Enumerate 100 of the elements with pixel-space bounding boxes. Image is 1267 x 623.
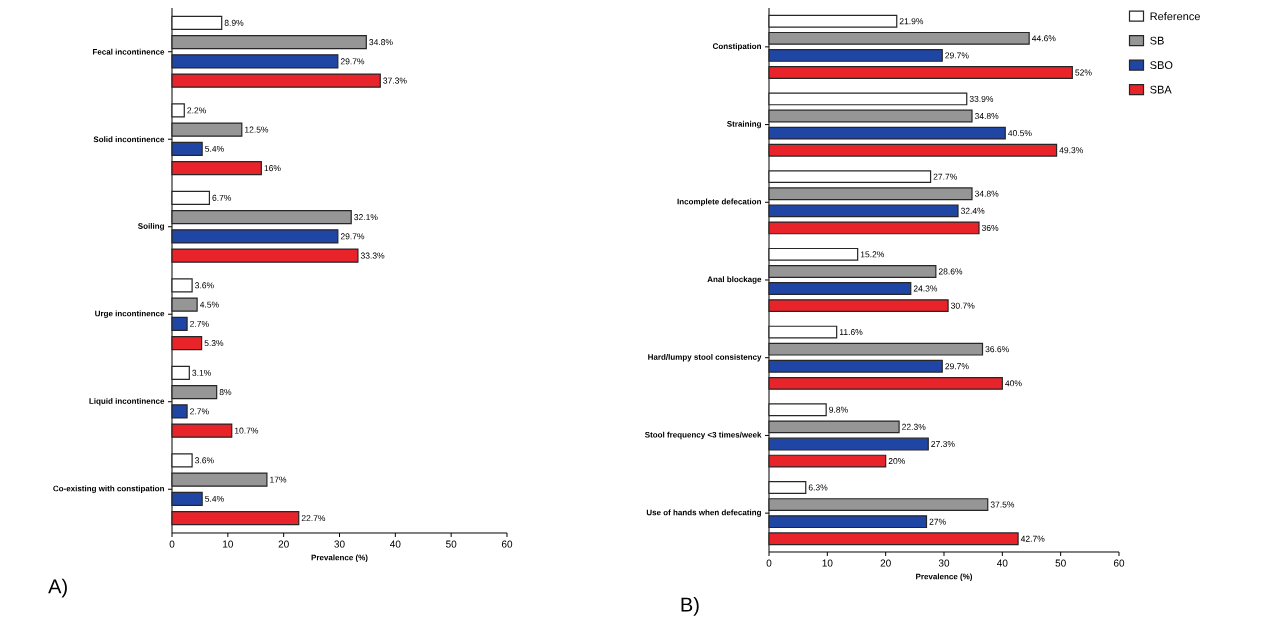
legend-label: SBO bbox=[1150, 61, 1173, 70]
x-tick-label: 0 bbox=[766, 559, 772, 567]
data-label: 32.1% bbox=[354, 214, 378, 221]
bar bbox=[768, 48, 943, 62]
bar bbox=[768, 515, 928, 529]
y-tick-label: Urge incontinence bbox=[95, 310, 165, 318]
bar bbox=[171, 510, 300, 526]
bar bbox=[171, 248, 359, 263]
data-label: 29.7% bbox=[945, 52, 969, 59]
y-tick-label: Use of hands when defecating bbox=[646, 509, 761, 517]
data-label: 29.7% bbox=[945, 363, 969, 370]
bar bbox=[171, 423, 233, 438]
data-label: 52% bbox=[1075, 69, 1092, 76]
legend-label: SBA bbox=[1150, 85, 1172, 94]
data-label: 28.6% bbox=[938, 268, 963, 275]
bar bbox=[171, 122, 243, 137]
bar bbox=[768, 403, 827, 417]
data-label: 8.9% bbox=[224, 19, 244, 26]
data-label: 40.5% bbox=[1008, 130, 1032, 137]
x-tick-label: 50 bbox=[1055, 559, 1066, 567]
y-tick-label: Constipation bbox=[712, 43, 761, 51]
bar bbox=[768, 282, 912, 295]
bar bbox=[171, 73, 381, 88]
data-label: 5.4% bbox=[205, 495, 224, 502]
bar bbox=[768, 325, 838, 339]
data-label: 36.6% bbox=[985, 346, 1009, 353]
data-label: 6.3% bbox=[808, 484, 828, 491]
y-tick-label: Liquid incontinence bbox=[89, 398, 165, 406]
data-label: 21.9% bbox=[899, 18, 924, 25]
data-label: 33.3% bbox=[360, 252, 385, 259]
x-tick-label: 50 bbox=[446, 540, 457, 548]
data-label: 20% bbox=[888, 458, 905, 465]
data-label: 22.7% bbox=[301, 515, 326, 522]
data-label: 27.7% bbox=[933, 173, 957, 180]
data-label: 34.8% bbox=[369, 39, 393, 46]
bar bbox=[768, 221, 980, 235]
bar bbox=[171, 34, 367, 50]
bar bbox=[768, 454, 887, 468]
bar bbox=[768, 204, 959, 218]
bar bbox=[768, 247, 859, 261]
data-label: 3.6% bbox=[195, 282, 214, 289]
bar bbox=[171, 453, 193, 468]
bar bbox=[768, 437, 929, 451]
bar bbox=[171, 297, 198, 312]
bar bbox=[171, 278, 193, 293]
bar bbox=[768, 481, 807, 494]
data-label: 9.8% bbox=[829, 406, 848, 413]
data-label: 11.6% bbox=[839, 329, 863, 336]
data-label: 3.1% bbox=[192, 369, 211, 376]
bar bbox=[768, 532, 1019, 546]
bar bbox=[171, 15, 223, 31]
data-label: 16% bbox=[264, 165, 281, 172]
data-label: 17% bbox=[270, 476, 287, 483]
legend-label: Reference bbox=[1150, 12, 1200, 21]
data-label: 37.3% bbox=[383, 77, 407, 84]
bar bbox=[171, 365, 190, 381]
y-tick-label: Fecal incontinence bbox=[92, 48, 165, 55]
x-tick-label: 20 bbox=[278, 540, 289, 548]
bar bbox=[768, 420, 900, 434]
data-label: 29.7% bbox=[340, 233, 365, 240]
bar bbox=[768, 376, 1003, 390]
data-label: 24.3% bbox=[913, 285, 938, 292]
data-label: 5.4% bbox=[205, 145, 224, 152]
text: A) bbox=[48, 578, 67, 598]
data-label: 2.7% bbox=[190, 320, 209, 327]
y-tick-label: Co-existing with constipation bbox=[53, 485, 164, 493]
data-label: 5.3% bbox=[204, 340, 224, 347]
data-label: 40% bbox=[1005, 380, 1022, 387]
bar bbox=[171, 190, 211, 206]
bar bbox=[171, 229, 339, 244]
data-label: 29.7% bbox=[340, 58, 365, 65]
bar bbox=[768, 126, 1006, 140]
x-tick-label: 30 bbox=[938, 559, 950, 567]
bar bbox=[171, 141, 203, 157]
bar bbox=[768, 31, 1030, 45]
data-label: 32.4% bbox=[960, 207, 985, 214]
bar bbox=[171, 384, 218, 400]
bar bbox=[171, 491, 203, 507]
data-label: 8% bbox=[219, 389, 232, 396]
x-tick-label: 40 bbox=[997, 559, 1008, 567]
x-tick-label: 30 bbox=[334, 540, 345, 548]
data-label: 6.7% bbox=[212, 194, 232, 201]
data-label: 34.8% bbox=[974, 190, 999, 197]
text: B) bbox=[681, 597, 699, 616]
bar bbox=[768, 109, 973, 123]
bar bbox=[768, 299, 949, 313]
bar bbox=[768, 359, 943, 373]
bar bbox=[768, 14, 898, 28]
bar bbox=[171, 404, 188, 419]
data-label: 2.2% bbox=[187, 107, 206, 114]
x-tick-label: 10 bbox=[223, 540, 234, 548]
data-label: 49.3% bbox=[1059, 147, 1083, 154]
y-tick-label: Soiling bbox=[138, 222, 164, 231]
y-tick-label: Anal blockage bbox=[707, 276, 762, 284]
bar bbox=[171, 316, 188, 332]
data-label: 30.7% bbox=[951, 302, 975, 309]
x-tick-label: 60 bbox=[501, 540, 513, 548]
x-tick-label: 60 bbox=[1113, 559, 1125, 567]
y-tick-label: Straining bbox=[727, 120, 761, 129]
bar bbox=[171, 472, 268, 487]
